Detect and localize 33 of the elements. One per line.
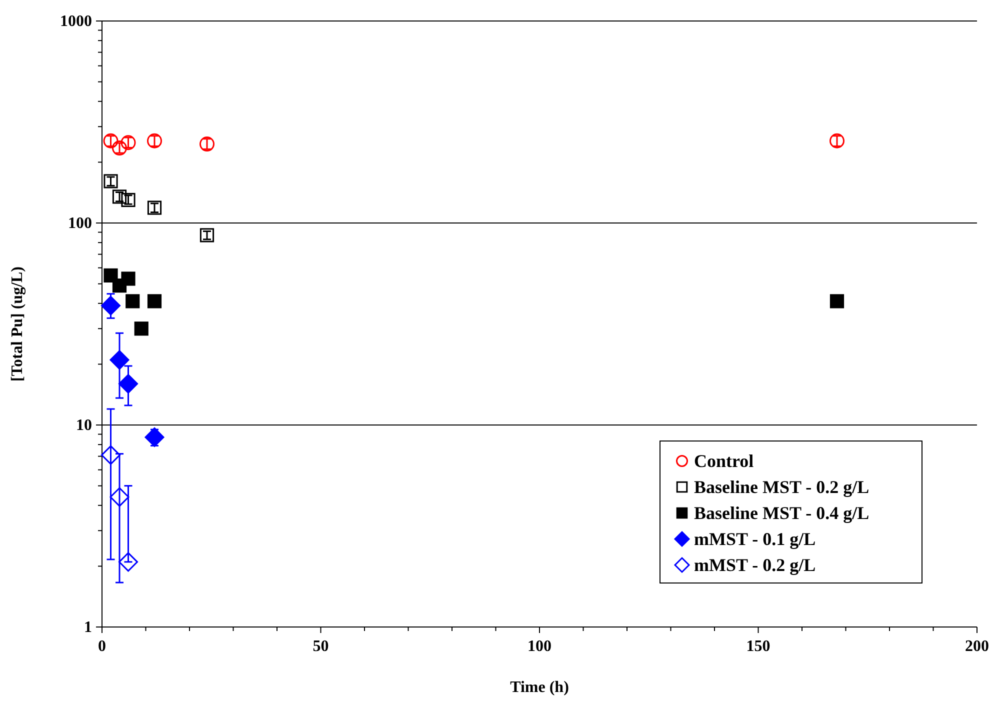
y-tick-label: 100 [68,215,92,232]
point [144,427,164,447]
point [118,374,138,394]
legend-label: Control [694,451,754,471]
point [121,272,136,286]
point [147,294,162,308]
point [110,350,130,370]
point [120,135,136,150]
x-tick-label: 150 [746,638,770,655]
x-axis-title: Time (h) [510,679,569,696]
point [830,294,844,308]
point [200,228,214,242]
point [134,322,148,336]
point [101,296,120,316]
x-tick-label: 50 [312,638,329,655]
legend-label: Baseline MST - 0.4 g/L [694,503,870,523]
x-tick-label: 100 [528,638,552,655]
y-tick-label: 10 [76,417,92,434]
point [126,294,140,308]
point [104,268,118,282]
y-axis-title: [Total Pu] (ug/L) [9,266,26,382]
point [118,552,138,572]
y-tick-label: 1 [84,619,92,636]
legend-label: mMST - 0.2 g/L [694,555,816,575]
point [104,174,118,188]
x-tick-label: 0 [98,638,106,655]
x-tick-label: 200 [965,638,989,655]
point [101,445,120,465]
point [147,200,162,215]
legend-label: mMST - 0.1 g/L [694,529,816,549]
y-tick-label: 1000 [60,13,92,30]
point [110,487,130,507]
legend-label: Baseline MST - 0.2 g/L [694,477,870,497]
